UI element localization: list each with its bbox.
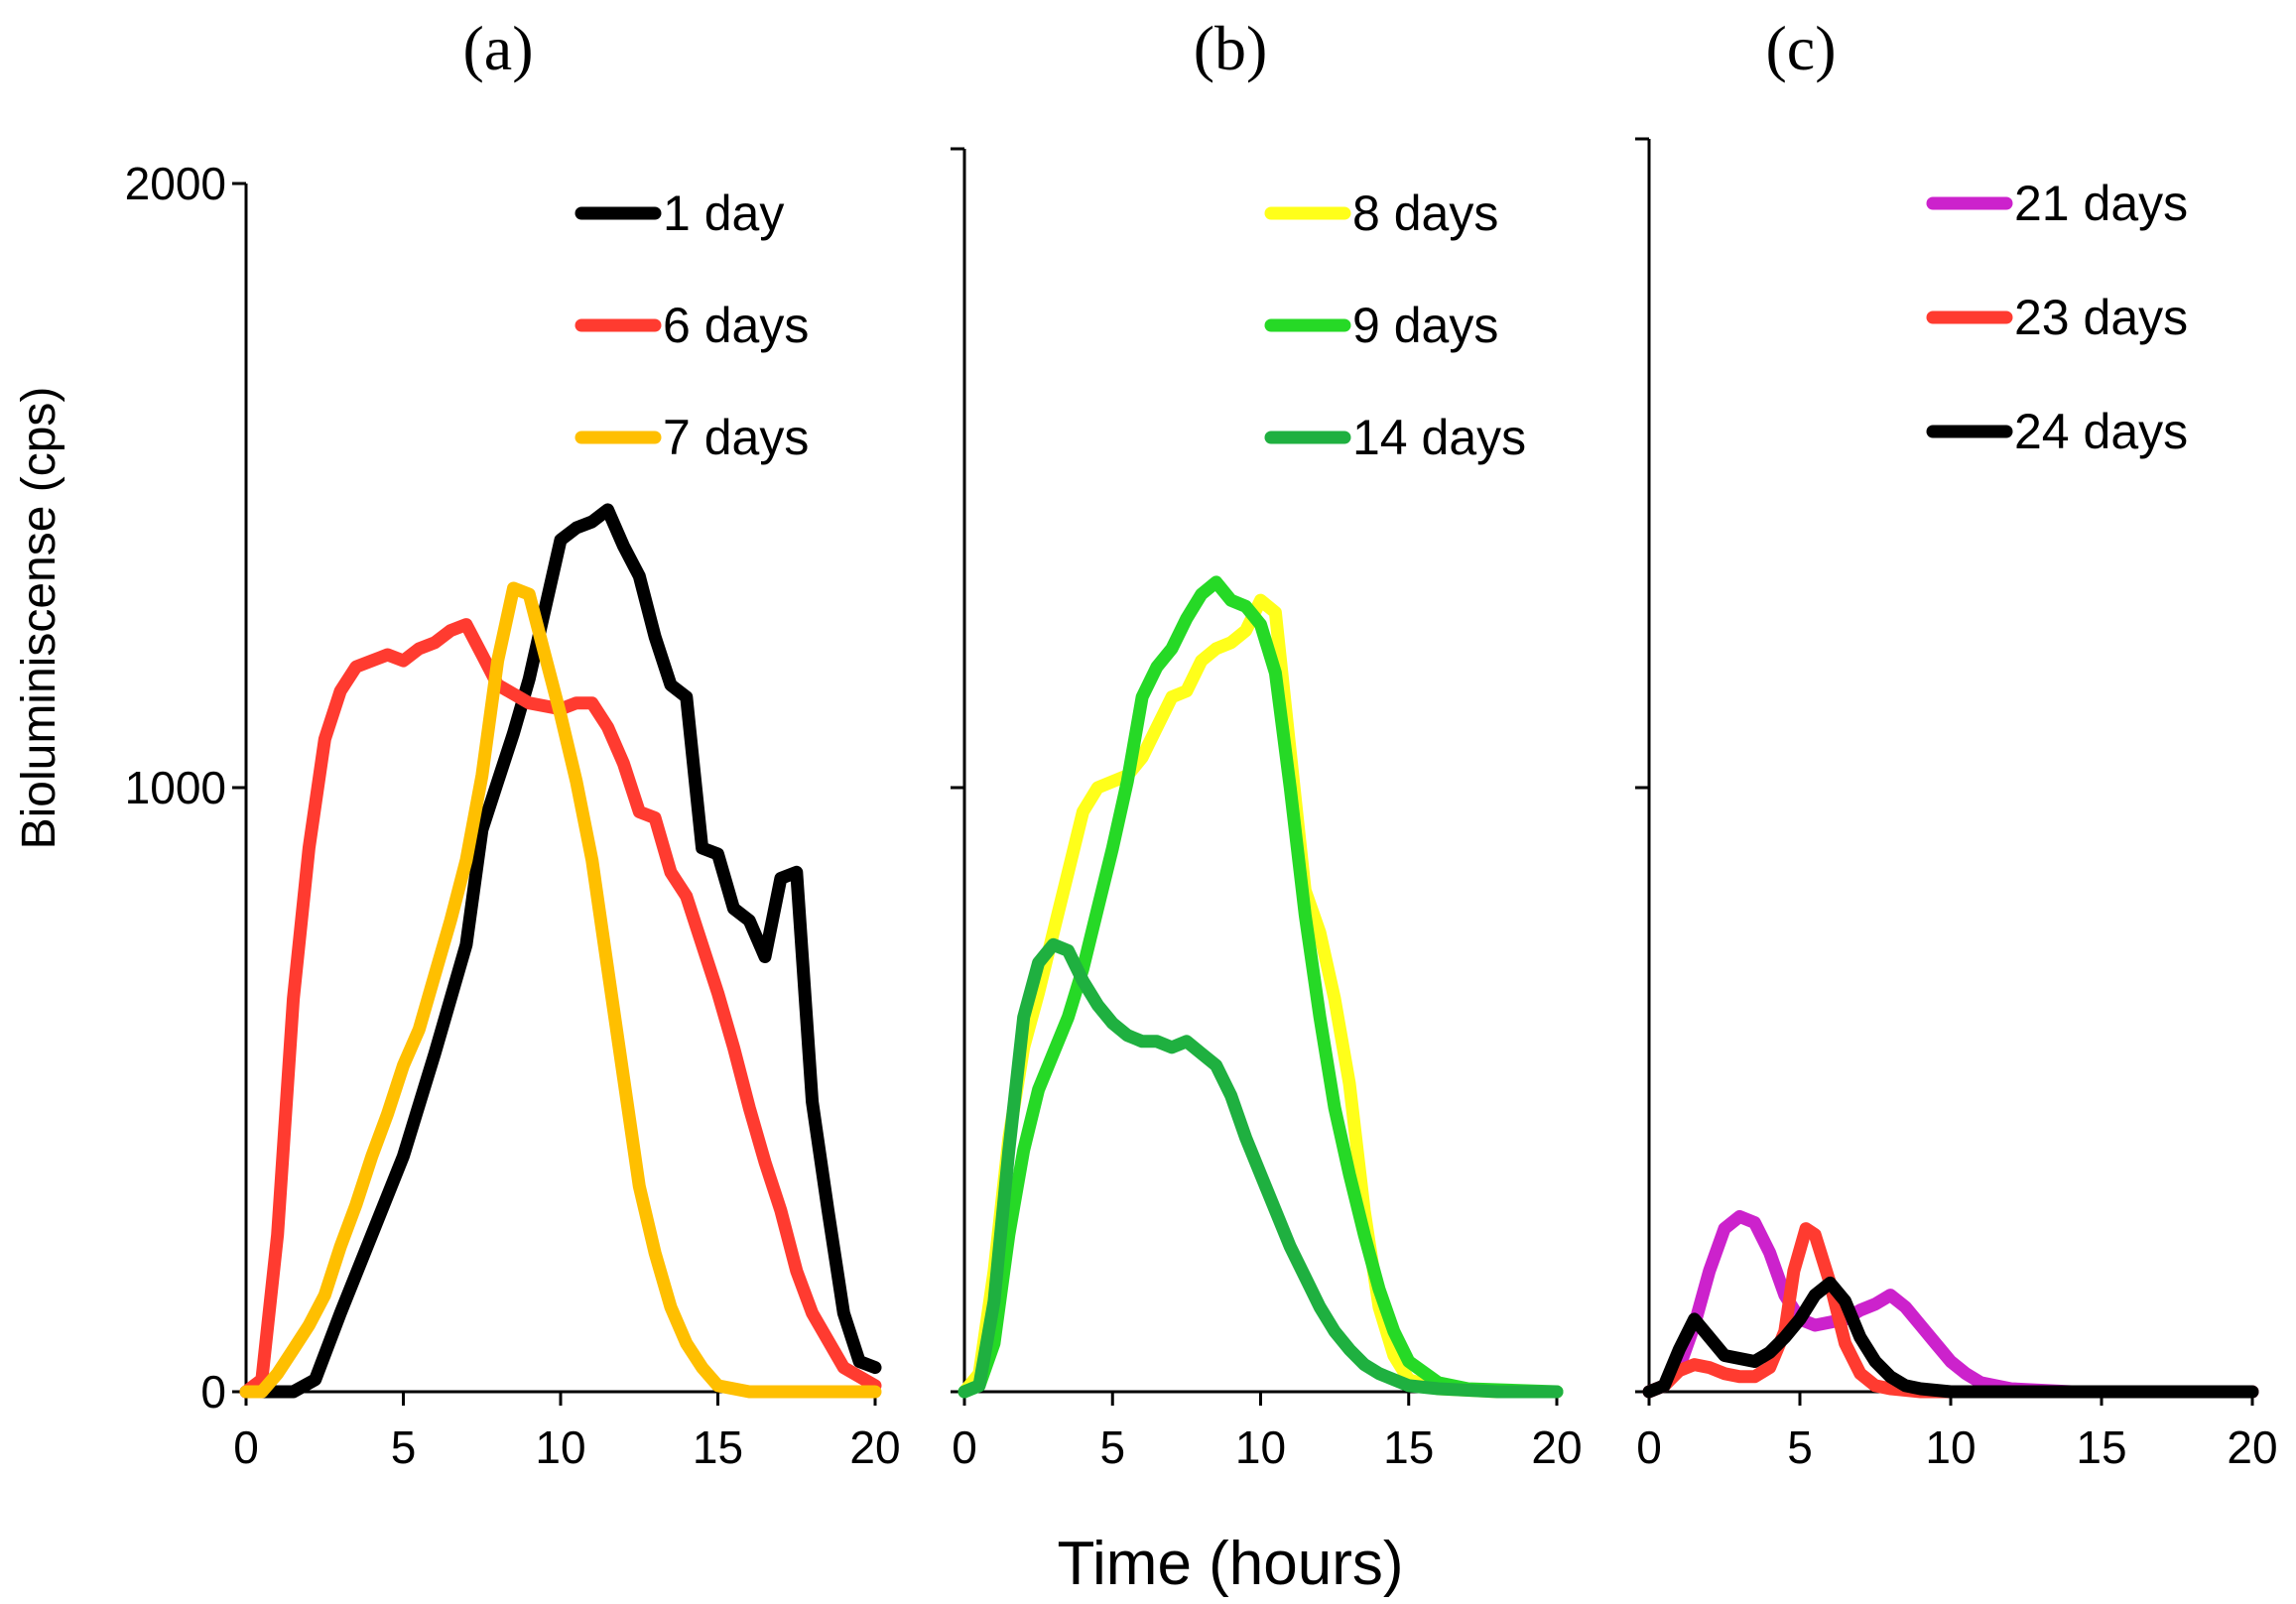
x-tick-label: 10 (535, 1421, 585, 1473)
series-line-3 (239, 581, 882, 1399)
x-tick-label: 20 (2227, 1421, 2277, 1473)
x-tick-label: 10 (1925, 1421, 1976, 1473)
x-tick-label: 5 (391, 1421, 417, 1473)
panel-c: 0 5 10 15 20 (c) 21 days 23 days 24 days (1635, 13, 2278, 1473)
panel-b: 0 5 10 15 20 (b) 8 days 9 days 14 days (951, 13, 1583, 1473)
x-tick-label: 15 (1383, 1421, 1434, 1473)
series-line-1 (1642, 1209, 2259, 1399)
y-axis-title: Bioluminiscense (cps) (13, 387, 65, 850)
x-tick-label: 0 (1636, 1421, 1662, 1473)
series-line-1 (239, 503, 882, 1399)
series-line-2 (957, 575, 1564, 1399)
x-axis-title: Time (hours) (1057, 1530, 1403, 1598)
y-tick-label: 0 (200, 1366, 226, 1418)
y-tick-label: 1000 (125, 762, 226, 813)
panel-label: (c) (1765, 13, 1836, 83)
panel-a: 0 1000 2000 0 5 10 15 20 (a) 1 day 6 days 7 days (125, 13, 901, 1473)
legend-entry: 8 days (1352, 185, 1498, 241)
legend-entry: 7 days (663, 410, 809, 465)
x-tick-label: 15 (2076, 1421, 2126, 1473)
x-tick-label: 10 (1235, 1421, 1286, 1473)
series-line-3 (1642, 1276, 2259, 1399)
panel-label: (b) (1194, 13, 1268, 83)
x-tick-label: 15 (693, 1421, 743, 1473)
series-line-1 (957, 593, 1564, 1399)
legend-entry: 24 days (2014, 404, 2188, 459)
y-tick-label: 2000 (125, 158, 226, 209)
x-tick-label: 0 (233, 1421, 259, 1473)
legend-entry: 6 days (663, 298, 809, 353)
x-tick-label: 20 (1531, 1421, 1582, 1473)
x-tick-label: 5 (1787, 1421, 1813, 1473)
legend-entry: 14 days (1352, 410, 1526, 465)
legend-entry: 1 day (663, 185, 784, 241)
series-line-3 (957, 937, 1564, 1399)
legend-entry: 21 days (2014, 176, 2188, 231)
x-tick-label: 20 (849, 1421, 900, 1473)
legend-entry: 9 days (1352, 298, 1498, 353)
x-tick-label: 5 (1099, 1421, 1125, 1473)
x-tick-label: 0 (952, 1421, 977, 1473)
legend-entry: 23 days (2014, 290, 2188, 345)
panel-label: (a) (462, 13, 533, 83)
